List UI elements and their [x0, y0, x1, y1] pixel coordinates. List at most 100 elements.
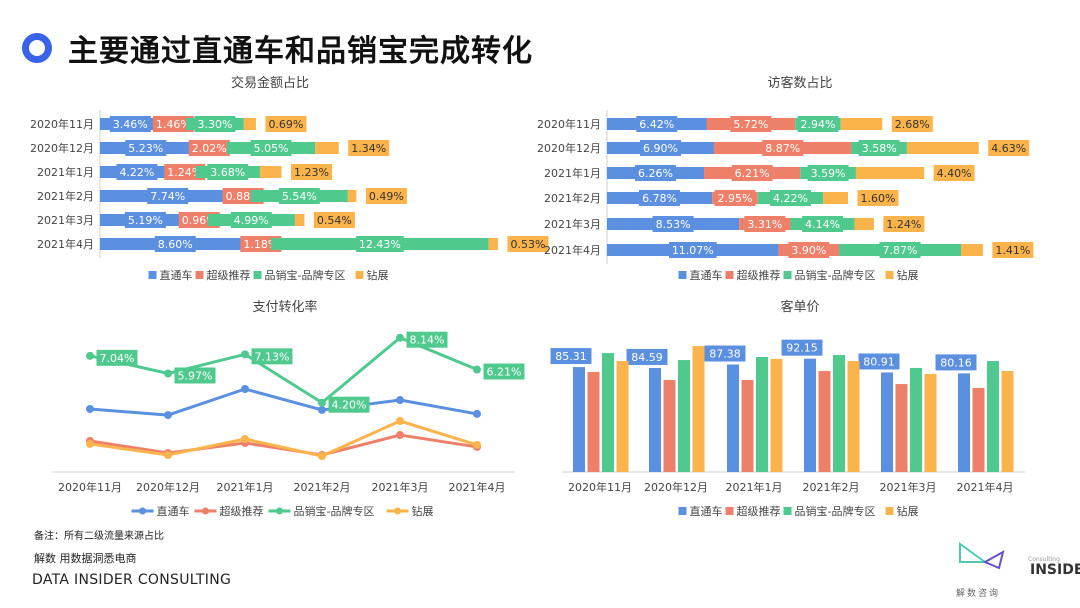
data-label: 6.90% [643, 142, 678, 155]
data-label: 1.24% [167, 166, 202, 179]
data-label: 0.69% [268, 118, 303, 131]
legend-swatch-0 [148, 271, 157, 279]
page-title: 主要通过直通车和品销宝完成转化 [68, 34, 533, 69]
data-point [318, 398, 326, 407]
data-label-box [152, 116, 194, 132]
data-label: 8.53% [656, 218, 691, 231]
data-label: 4.40% [937, 167, 972, 180]
legend-label: 超级推荐 [737, 268, 781, 282]
legend-label: 直通车 [690, 268, 723, 282]
data-label: 5.97% [178, 369, 213, 382]
category-label: 2021年3月 [37, 213, 94, 227]
data-label: 3.46% [113, 118, 148, 131]
data-label: 80.16 [940, 356, 972, 369]
data-label: 5.72% [733, 118, 768, 131]
series-line [89, 387, 478, 417]
bar [972, 387, 985, 472]
legend-swatch-0 [678, 507, 687, 515]
data-point [473, 365, 481, 374]
data-label-box [125, 140, 167, 156]
data-label: 5.54% [282, 190, 317, 203]
data-label: 7.87% [883, 244, 918, 257]
legend-label: 品销宝-品牌专区 [265, 268, 346, 282]
legend-marker-1 [202, 507, 209, 515]
data-label: 8.14% [410, 334, 445, 347]
data-label: 6.26% [638, 167, 673, 180]
data-label-box [788, 242, 830, 258]
data-label-box [988, 140, 1030, 156]
bar-segment [906, 142, 979, 154]
category-label: 2021年3月 [372, 480, 429, 494]
logo-bowtie-icon [959, 542, 1005, 570]
data-label: 3.31% [747, 218, 782, 231]
data-label: 2.94% [800, 118, 835, 131]
data-point [241, 435, 249, 443]
legend-label: 超级推荐 [220, 504, 264, 518]
data-label: 3.68% [210, 166, 245, 179]
legend-swatch-2 [783, 507, 792, 515]
data-label-box [356, 236, 404, 252]
data-point [164, 451, 172, 460]
category-label: 2020年11月 [30, 117, 94, 131]
data-label: 80.91 [863, 355, 895, 368]
data-label-box [857, 190, 899, 206]
logo-cn: 解数咨询 [956, 589, 1001, 599]
data-label: 4.63% [991, 142, 1026, 155]
category-label: 2021年2月 [803, 480, 860, 494]
data-label: 7.04% [100, 352, 135, 365]
legend-label: 超级推荐 [737, 504, 781, 518]
bar [895, 384, 908, 472]
bar [587, 372, 600, 472]
data-label: 1.41% [995, 244, 1030, 257]
bar [770, 358, 783, 472]
category-label: 2021年2月 [294, 480, 351, 494]
data-label: 4.20% [332, 399, 367, 412]
data-label-box [668, 242, 717, 258]
bar [958, 373, 970, 472]
series-line [89, 419, 478, 458]
category-label: 2021年1月 [37, 165, 94, 179]
data-point [473, 409, 481, 418]
logo-text: INSIDER [1030, 562, 1080, 578]
category-label: 2021年4月 [37, 237, 94, 251]
legend-label: 直通车 [690, 504, 723, 518]
data-label-box [744, 216, 786, 232]
data-label: 8.87% [765, 142, 800, 155]
data-label: 92.15 [786, 342, 818, 355]
data-label-box [770, 190, 812, 206]
data-label: 5.19% [128, 214, 163, 227]
data-label-box [879, 242, 921, 258]
bar-segment [855, 167, 925, 179]
category-label: 2020年12月 [30, 141, 94, 155]
category-label: 2021年2月 [37, 189, 94, 203]
bar-segment [854, 218, 874, 230]
legend-marker-0 [139, 507, 146, 515]
data-label-box [807, 165, 849, 181]
data-point [86, 404, 94, 413]
data-label-box [626, 348, 668, 365]
data-label: 4.14% [805, 218, 840, 231]
data-label-box [365, 188, 407, 204]
data-label: 3.59% [811, 167, 846, 180]
data-label: 5.05% [254, 142, 289, 155]
data-label-box [194, 116, 236, 132]
bar [573, 367, 585, 472]
data-label-box [639, 190, 681, 206]
data-label: 0.49% [369, 190, 404, 203]
data-label: 3.30% [197, 118, 232, 131]
legend-label: 钻展 [367, 268, 389, 282]
legend-label: 品销宝-品牌专区 [795, 504, 876, 518]
data-label: 8.60% [158, 238, 193, 251]
category-label: 2020年12月 [537, 141, 601, 155]
category-label: 2021年2月 [544, 191, 601, 205]
category-label: 2021年3月 [544, 217, 601, 231]
data-label: 1.60% [861, 192, 896, 205]
category-label: 2021年4月 [449, 480, 506, 494]
data-label-box [992, 242, 1034, 258]
bar-segment [840, 118, 883, 130]
data-label-box [124, 212, 166, 228]
data-point [241, 350, 249, 359]
bar-segment [961, 244, 983, 256]
data-label-box [96, 349, 138, 366]
category-label: 2020年12月 [136, 480, 200, 494]
